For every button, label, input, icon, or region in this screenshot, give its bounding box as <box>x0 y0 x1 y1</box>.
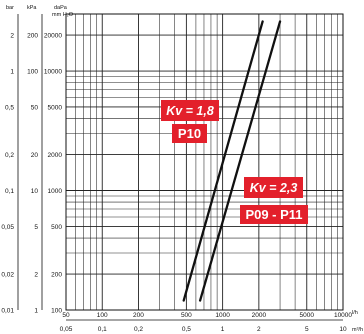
callout-kv-1-8-text: Kv = 1,8 <box>166 104 214 118</box>
x-tick-label-m3h: 0,2 <box>134 326 143 333</box>
callout-model-p10-text: P10 <box>178 126 201 141</box>
x-tick-label-lh: 5000 <box>300 312 315 319</box>
callout-model-p09-p11-text: P09 - P11 <box>245 207 302 222</box>
y-tick-label-kpa: 10 <box>31 188 39 195</box>
y-tick-label-bar: 1 <box>10 68 14 75</box>
unit-label-m3h: m³/h <box>352 327 363 333</box>
y-tick-label-kpa: 1 <box>34 307 38 314</box>
grid <box>65 13 344 311</box>
y-tick-label-bar: 0,05 <box>1 224 14 231</box>
tick-labels: 2000010000500020001000500200100200100502… <box>1 32 352 333</box>
unit-label-lh: l/h <box>352 310 358 316</box>
callout-model-p09-p11-box <box>240 205 308 224</box>
y-tick-label-kpa: 20 <box>31 152 39 159</box>
x-tick-label-lh: 200 <box>133 312 144 319</box>
callout-model-p10-box <box>172 124 207 143</box>
callouts: Kv = 1,8 P10 Kv = 2,3 P09 - P11 <box>161 100 308 224</box>
unit-label-kpa: kPa <box>27 5 37 11</box>
x-tick-label-m3h: 10 <box>339 326 347 333</box>
y-tick-label-bar: 0,2 <box>5 152 14 159</box>
y-tick-label-mmh2o: 200 <box>51 271 62 278</box>
y-tick-label-kpa: 5 <box>34 224 38 231</box>
plot-border <box>65 13 344 311</box>
x-tick-label-lh: 10000 <box>334 312 352 319</box>
y-tick-label-kpa: 100 <box>27 68 38 75</box>
callout-model-p09-p11: P09 - P11 <box>240 205 308 224</box>
y-tick-label-bar: 0,1 <box>5 188 14 195</box>
y-tick-label-kpa: 50 <box>31 104 39 111</box>
x-tick-label-lh: 2000 <box>252 312 267 319</box>
x-tick-label-m3h: 0,05 <box>60 326 73 333</box>
series-line-1 <box>198 20 282 302</box>
y-tick-label-bar: 2 <box>10 32 14 39</box>
y-tick-label-bar: 0,01 <box>1 307 14 314</box>
unit-label-dapa: daPa <box>54 5 68 11</box>
x-tick-label-m3h: 2 <box>257 326 261 333</box>
unit-label-bar: bar <box>6 5 14 11</box>
callout-model-p10: P10 <box>172 124 207 143</box>
axis-unit-labels: bar kPa daPa mm H₂O l/h m³/h <box>6 5 363 333</box>
y-tick-label-mmh2o: 1000 <box>48 188 63 195</box>
y-tick-label-bar: 0,5 <box>5 104 14 111</box>
x-tick-label-m3h: 5 <box>305 326 309 333</box>
x-tick-label-m3h: 1 <box>221 326 225 333</box>
unit-label-mmh2o: mm H₂O <box>52 12 74 18</box>
callout-kv-2-3-box <box>244 177 303 198</box>
x-tick-label-m3h: 0,1 <box>98 326 107 333</box>
x-tick-label-lh: 1000 <box>215 312 230 319</box>
x-tick-label-m3h: 0,5 <box>182 326 191 333</box>
series-line-0 <box>182 20 264 302</box>
y-tick-label-bar: 0,02 <box>1 271 14 278</box>
y-tick-label-kpa: 200 <box>27 32 38 39</box>
y-tick-label-mmh2o: 500 <box>51 224 62 231</box>
x-tick-label-lh: 100 <box>97 312 108 319</box>
x-tick-label-lh: 500 <box>181 312 192 319</box>
y-tick-label-mmh2o: 20000 <box>44 32 62 39</box>
callout-kv-1-8-box <box>161 100 219 121</box>
y-tick-label-mmh2o: 2000 <box>48 152 63 159</box>
y-tick-label-kpa: 2 <box>34 271 38 278</box>
plot-frame <box>17 13 344 321</box>
y-tick-label-mmh2o: 5000 <box>48 104 63 111</box>
y-tick-label-mmh2o: 100 <box>51 307 62 314</box>
callout-kv-2-3: Kv = 2,3 <box>244 177 303 198</box>
callout-kv-2-3-text: Kv = 2,3 <box>250 181 298 195</box>
y-tick-label-mmh2o: 10000 <box>44 68 62 75</box>
x-tick-label-lh: 50 <box>62 312 70 319</box>
callout-kv-1-8: Kv = 1,8 <box>161 100 219 121</box>
series-lines <box>182 20 282 302</box>
